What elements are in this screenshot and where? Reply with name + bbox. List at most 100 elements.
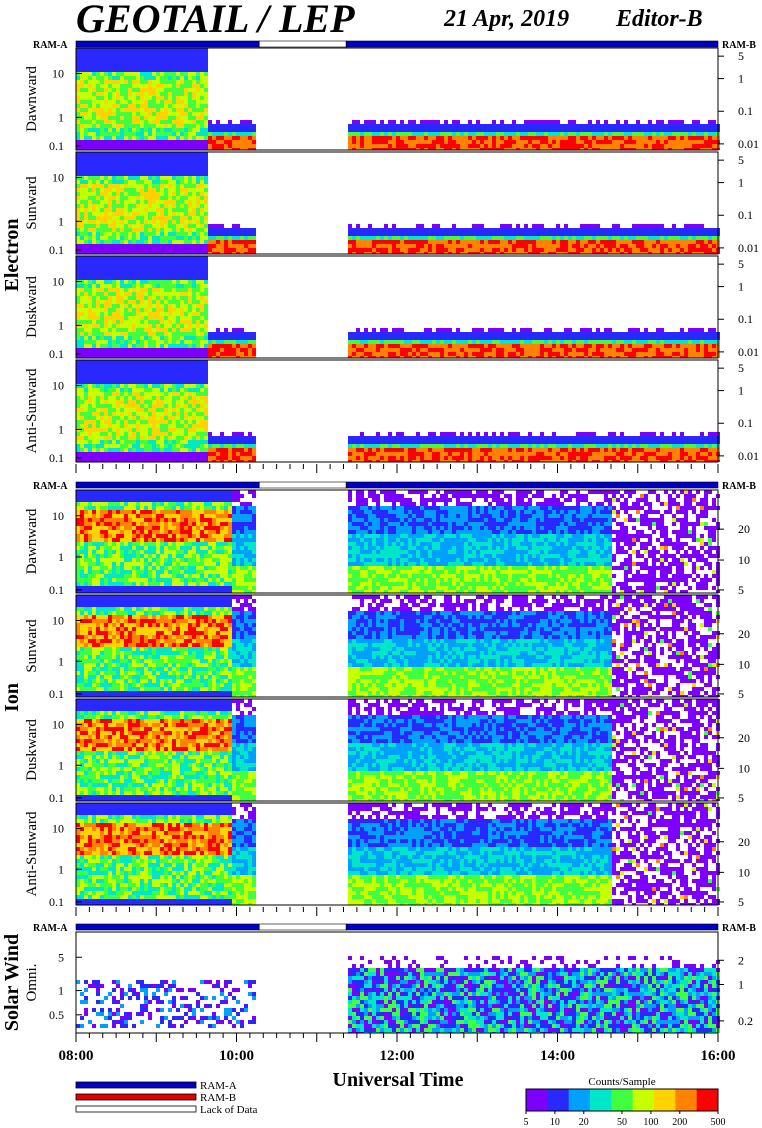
- spectrogram-cell: [628, 336, 632, 340]
- spectrogram-cell: [660, 236, 664, 240]
- spectrogram-cell: [140, 140, 144, 144]
- spectrogram-cell: [92, 68, 96, 72]
- spectrogram-cell: [204, 52, 208, 56]
- spectrogram-cell: [168, 204, 172, 208]
- spectrogram-cell: [384, 136, 388, 140]
- right-tick-label: 0.01: [738, 137, 759, 151]
- spectrogram-cell: [384, 236, 388, 240]
- spectrogram-cell: [152, 268, 156, 272]
- spectrogram-cell: [196, 160, 200, 164]
- spectrogram-cell: [200, 292, 204, 296]
- spectrogram-cell: [104, 112, 108, 116]
- spectrogram-cell: [88, 356, 92, 358]
- spectrogram-cell: [544, 132, 548, 136]
- spectrogram-cell: [140, 212, 144, 216]
- spectrogram-cell: [348, 124, 352, 128]
- spectrogram-cell: [176, 264, 180, 268]
- spectrogram-cell: [88, 116, 92, 120]
- spectrogram-cell: [520, 336, 524, 340]
- spectrogram-cell: [176, 144, 180, 148]
- spectrogram-cell: [76, 56, 80, 60]
- spectrogram-cell: [356, 252, 360, 254]
- spectrogram-cell: [456, 344, 460, 348]
- spectrogram-cell: [424, 344, 428, 348]
- spectrogram-cell: [88, 224, 92, 228]
- spectrogram-cell: [148, 292, 152, 296]
- spectrogram-cell: [676, 236, 680, 240]
- spectrogram-cell: [200, 60, 204, 64]
- spectrogram-cell: [528, 244, 532, 248]
- spectrogram-cell: [620, 240, 624, 244]
- spectrogram-cell: [496, 136, 500, 140]
- spectrogram-cell: [560, 136, 564, 140]
- spectrogram-cell: [588, 244, 592, 248]
- spectrogram-cell: [428, 328, 432, 332]
- spectrogram-cell: [132, 332, 136, 336]
- spectrogram-cell: [160, 268, 164, 272]
- spectrogram-cell: [116, 76, 120, 80]
- spectrogram-cell: [180, 292, 184, 296]
- spectrogram-cell: [352, 144, 356, 148]
- spectrogram-cell: [572, 244, 576, 248]
- spectrogram-cell: [488, 328, 492, 332]
- spectrogram-cell: [548, 228, 552, 232]
- spectrogram-cell: [148, 200, 152, 204]
- spectrogram-cell: [128, 236, 132, 240]
- spectrogram-cell: [572, 136, 576, 140]
- spectrogram-cell: [92, 128, 96, 132]
- spectrogram-cell: [608, 332, 612, 336]
- spectrogram-cell: [356, 356, 360, 358]
- spectrogram-cell: [160, 188, 164, 192]
- spectrogram-cell: [632, 248, 636, 252]
- spectrogram-cell: [708, 140, 712, 144]
- spectrogram-cell: [172, 340, 176, 344]
- spectrogram-cell: [416, 232, 420, 236]
- spectrogram-cell: [676, 344, 680, 348]
- spectrogram-cell: [652, 136, 656, 140]
- spectrogram-cell: [676, 232, 680, 236]
- spectrogram-cell: [144, 140, 148, 144]
- spectrogram-cell: [164, 292, 168, 296]
- spectrogram-cell: [184, 108, 188, 112]
- spectrogram-cell: [152, 180, 156, 184]
- spectrogram-cell: [188, 340, 192, 344]
- spectrogram-cell: [384, 340, 388, 344]
- spectrogram-cell: [88, 68, 92, 72]
- spectrogram-cell: [684, 336, 688, 340]
- spectrogram-cell: [208, 248, 212, 252]
- spectrogram-cell: [552, 248, 556, 252]
- spectrogram-cell: [224, 132, 228, 136]
- spectrogram-cell: [100, 212, 104, 216]
- spectrogram-cell: [392, 132, 396, 136]
- spectrogram-cell: [108, 180, 112, 184]
- spectrogram-cell: [140, 76, 144, 80]
- spectrogram-cell: [164, 196, 168, 200]
- spectrogram-cell: [112, 244, 116, 248]
- spectrogram-cell: [508, 148, 512, 150]
- spectrogram-cell: [240, 348, 244, 352]
- spectrogram-cell: [172, 348, 176, 352]
- spectrogram-cell: [200, 176, 204, 180]
- spectrogram-cell: [76, 200, 80, 204]
- spectrogram-cell: [348, 252, 352, 254]
- spectrogram-cell: [592, 224, 596, 228]
- spectrogram-cell: [176, 180, 180, 184]
- spectrogram-cell: [188, 180, 192, 184]
- spectrogram-cell: [384, 352, 388, 356]
- spectrogram-cell: [412, 148, 416, 150]
- spectrogram-cell: [616, 224, 620, 228]
- spectrogram-cell: [156, 164, 160, 168]
- spectrogram-cell: [116, 188, 120, 192]
- spectrogram-cell: [96, 108, 100, 112]
- spectrogram-cell: [148, 224, 152, 228]
- spectrogram-cell: [88, 148, 92, 150]
- spectrogram-cell: [144, 276, 148, 280]
- spectrogram-cell: [164, 156, 168, 160]
- spectrogram-cell: [116, 148, 120, 150]
- spectrogram-cell: [392, 128, 396, 132]
- spectrogram-cell: [168, 272, 172, 276]
- spectrogram-cell: [140, 68, 144, 72]
- spectrogram-cell: [124, 72, 128, 76]
- spectrogram-cell: [152, 348, 156, 352]
- spectrogram-cell: [400, 132, 404, 136]
